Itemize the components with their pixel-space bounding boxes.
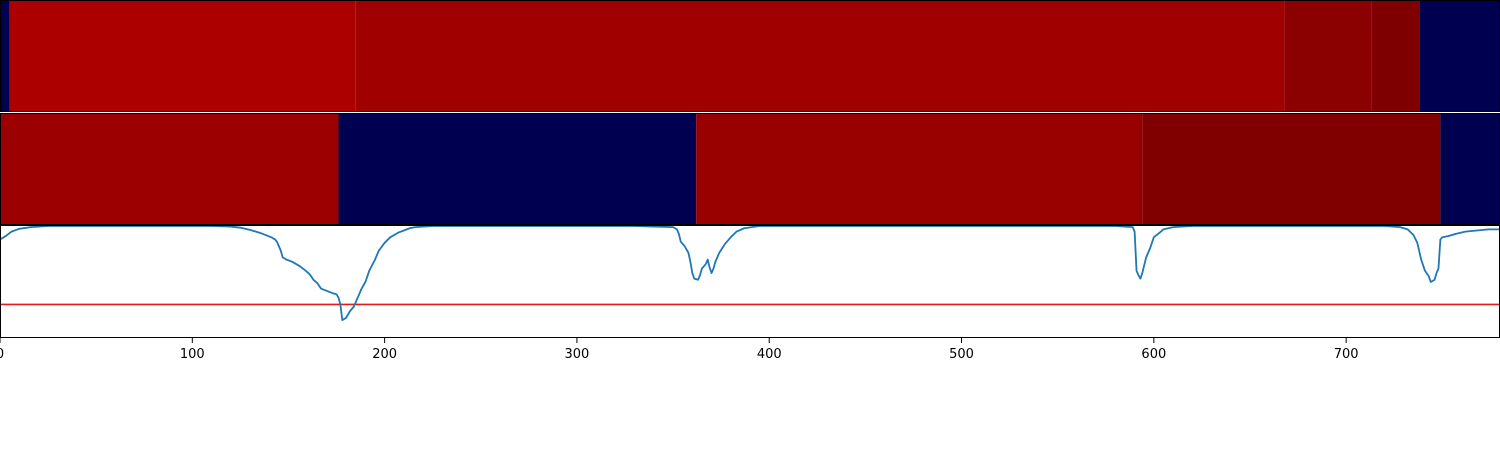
top-segment-4 — [1371, 0, 1420, 112]
top-segment-3 — [1284, 0, 1372, 112]
middle-segment-1 — [338, 113, 697, 225]
x-tick-label-0: 0 — [0, 347, 4, 362]
x-tick-label-600: 600 — [1141, 347, 1166, 362]
signal-line-plot — [0, 225, 1500, 321]
top-segment-heatmap — [0, 0, 1500, 112]
middle-segment-0 — [0, 113, 339, 225]
top-segment-0 — [0, 0, 10, 112]
middle-segment-2 — [696, 113, 1143, 225]
top-segment-1 — [9, 0, 356, 112]
top-segment-2 — [355, 0, 1285, 112]
x-tick-label-500: 500 — [949, 347, 974, 362]
x-axis: 0 100 200 300 400 500 600 700 — [0, 338, 1359, 362]
x-tick-label-200: 200 — [372, 347, 397, 362]
top-segment-5 — [1419, 0, 1500, 112]
bottom-panel-frame — [0, 225, 1500, 338]
x-tick-label-100: 100 — [180, 347, 205, 362]
middle-segment-3 — [1142, 113, 1441, 225]
middle-segment-heatmap — [0, 113, 1500, 225]
x-tick-label-300: 300 — [565, 347, 590, 362]
x-tick-label-700: 700 — [1334, 347, 1359, 362]
middle-segment-4 — [1440, 113, 1500, 225]
signal-series-line-0 — [0, 225, 1500, 321]
x-tick-label-400: 400 — [757, 347, 782, 362]
